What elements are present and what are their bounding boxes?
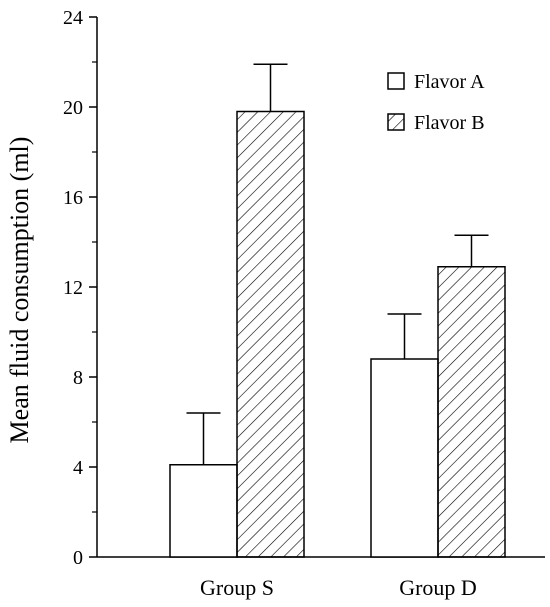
y-tick-label: 20 <box>63 97 83 119</box>
legend-label-flavor-a: Flavor A <box>414 71 485 93</box>
legend-label-flavor-b: Flavor B <box>414 112 485 134</box>
y-tick-label: 8 <box>73 367 83 389</box>
legend-swatch-flavor-b <box>387 113 405 131</box>
legend-item-flavor-b: Flavor B <box>387 112 485 134</box>
legend-swatch-flavor-a <box>387 72 405 90</box>
y-tick-label: 24 <box>63 7 83 29</box>
x-tick-label: Group D <box>399 575 477 600</box>
y-ticks: 0 4 8 12 16 20 24 <box>63 7 97 569</box>
x-tick-label: Group S <box>200 575 274 600</box>
bar-group-s-flavor-a <box>169 464 238 558</box>
bar-group-d-flavor-b <box>437 266 506 558</box>
y-tick-label: 0 <box>73 547 83 569</box>
y-tick-label: 16 <box>63 187 83 209</box>
y-tick-label: 12 <box>63 277 83 299</box>
y-tick-label: 4 <box>73 457 83 479</box>
bar-group-d-flavor-a <box>370 358 439 558</box>
bar-group-s-flavor-b <box>236 110 305 558</box>
bars <box>169 63 506 558</box>
y-axis-label: Mean fluid consumption (ml) <box>5 137 34 444</box>
x-tick-labels: Group S Group D <box>200 575 477 600</box>
legend-item-flavor-a: Flavor A <box>387 71 485 93</box>
legend: Flavor A Flavor B <box>387 71 485 134</box>
